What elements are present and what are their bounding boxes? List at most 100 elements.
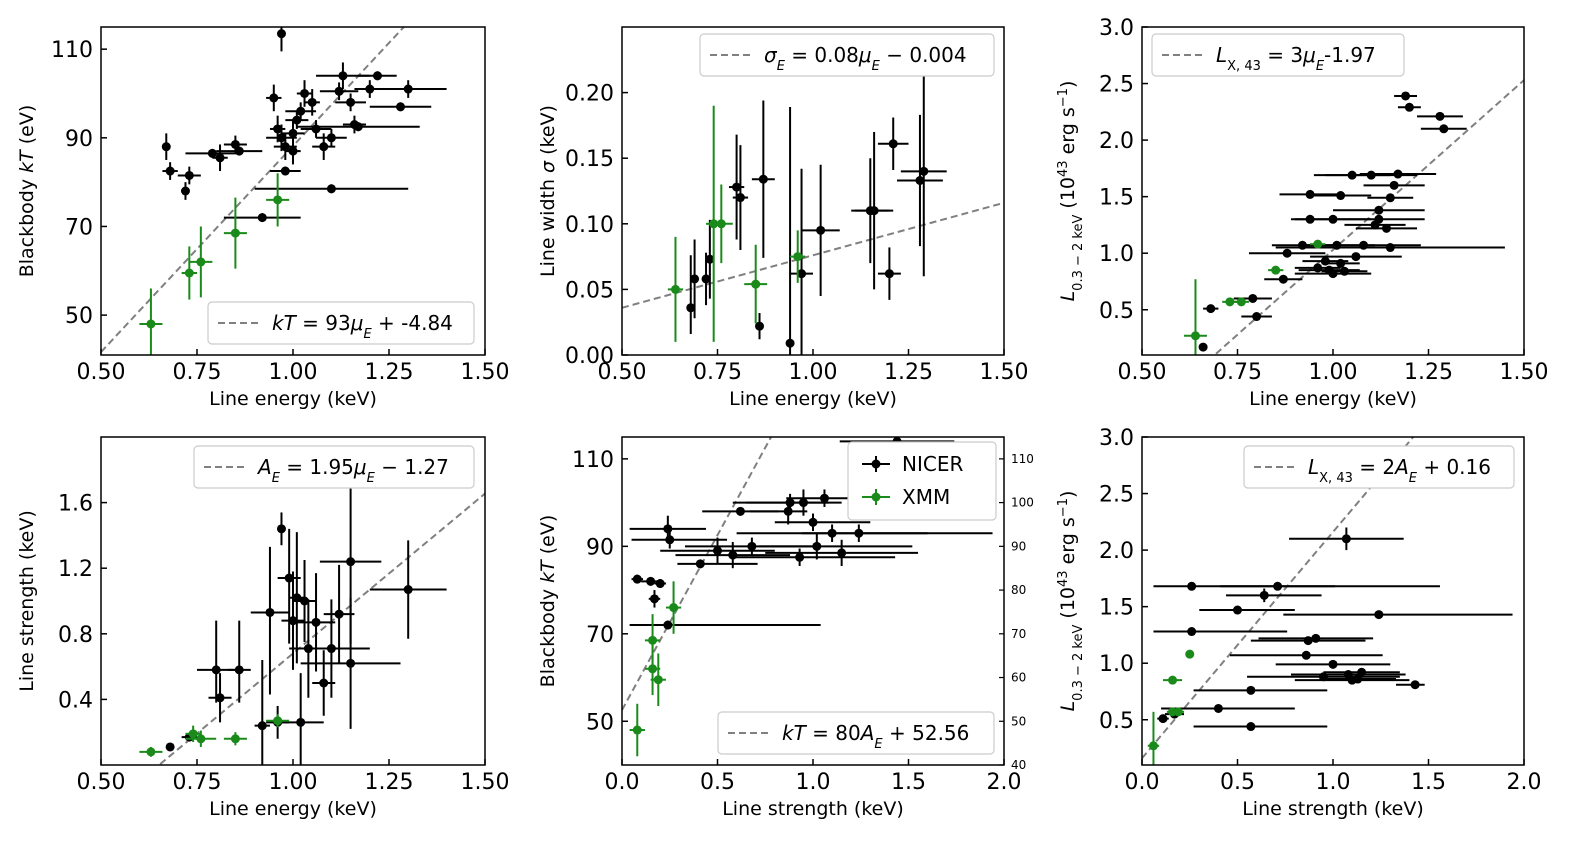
y-tick-label: 90 <box>65 127 93 152</box>
marker <box>1206 304 1216 314</box>
series-nicer <box>1153 527 1513 732</box>
y-tick-label: 0.15 <box>565 147 614 172</box>
y-axis-label: Blackbody kT (eV) <box>537 515 559 688</box>
y-tick-label: 2.5 <box>1099 483 1134 508</box>
marker <box>1305 189 1315 199</box>
x-tick-label: 0.5 <box>1220 770 1255 795</box>
marker <box>747 541 757 551</box>
data-point <box>1153 627 1288 637</box>
marker <box>1328 659 1338 669</box>
marker <box>632 574 642 584</box>
marker <box>1168 675 1178 685</box>
data-point <box>667 236 684 342</box>
marker <box>334 86 344 96</box>
x-tick-label: 1.25 <box>365 770 414 795</box>
data-point <box>629 703 645 757</box>
marker <box>783 506 793 516</box>
marker <box>146 747 156 757</box>
data-point <box>1283 610 1513 620</box>
data-point <box>1193 722 1328 732</box>
panel-p5: 0.0 0.5 1.0 1.5 2.0 50 70 90 110 40 50 60 70 80 90 100 1… <box>537 436 1034 820</box>
data-point <box>227 620 251 703</box>
data-point <box>1264 274 1303 284</box>
fit-legend-label: AE = 1.95μE − 1.27 <box>256 455 449 486</box>
marker <box>215 693 225 703</box>
legend-label-nicer: NICER <box>902 452 963 476</box>
data-point <box>323 564 355 664</box>
data-point <box>1184 279 1207 355</box>
data-point <box>1161 703 1295 713</box>
x-tick-label: 0.50 <box>77 360 126 385</box>
marker <box>1336 258 1346 268</box>
marker <box>196 257 206 267</box>
marker <box>665 535 675 545</box>
data-point <box>161 133 171 160</box>
marker <box>663 524 673 534</box>
data-point <box>197 620 236 703</box>
marker <box>1233 605 1242 615</box>
y-tick-label: 0.20 <box>565 82 614 107</box>
fit-line <box>157 492 485 765</box>
marker <box>1341 534 1351 544</box>
series-xmm <box>1184 239 1326 355</box>
data-point <box>223 213 301 223</box>
marker <box>319 678 329 688</box>
panel-p2: 0.50 0.75 1.00 1.25 1.50 0.00 0.05 0.10 0.15 0.20… <box>537 26 1028 410</box>
marker <box>1357 667 1367 677</box>
marker <box>735 506 745 516</box>
marker <box>751 279 761 289</box>
data-point <box>1310 252 1402 262</box>
x-tick-label: 1.50 <box>1500 360 1549 385</box>
legend-marker-icon <box>871 459 881 469</box>
marker <box>1301 650 1311 660</box>
marker <box>795 552 805 562</box>
marker <box>269 93 279 103</box>
x-tick-label: 1.0 <box>796 770 831 795</box>
marker <box>276 29 286 39</box>
data-point <box>293 599 370 698</box>
data-point <box>1172 707 1185 717</box>
data-point <box>304 89 320 116</box>
marker <box>326 133 336 143</box>
marker <box>257 721 267 731</box>
panel-p3: 0.50 0.75 1.00 1.25 1.50 0.5 1.0 1.5 2.0 2.5 3.0 Li… <box>1056 16 1549 410</box>
series-nicer <box>629 437 993 630</box>
right-y-tick-label: 50 <box>1011 714 1026 728</box>
data-point <box>1275 243 1505 253</box>
marker <box>1259 590 1269 600</box>
y-tick-label: 0.8 <box>58 623 93 648</box>
data-point <box>751 100 775 258</box>
marker <box>296 106 306 116</box>
marker <box>1190 331 1200 341</box>
marker <box>1246 722 1256 732</box>
data-point <box>1310 239 1326 249</box>
data-point <box>1319 674 1397 684</box>
marker <box>869 206 879 216</box>
data-point <box>1241 312 1272 322</box>
x-tick-label: 1.0 <box>1316 770 1351 795</box>
marker <box>1410 680 1420 690</box>
marker <box>1311 633 1321 643</box>
fit-legend-label: kT = 93μE + -4.84 <box>272 311 453 342</box>
data-point <box>654 579 666 589</box>
y-tick-label: 110 <box>572 448 614 473</box>
marker <box>695 559 705 569</box>
marker <box>265 607 275 617</box>
marker <box>257 213 267 223</box>
data-point <box>139 288 163 355</box>
y-tick-label: 0.5 <box>1099 299 1134 324</box>
data-point <box>177 166 201 185</box>
marker <box>276 133 286 143</box>
data-point <box>790 230 806 283</box>
marker <box>812 541 822 551</box>
marker <box>165 742 175 752</box>
marker <box>300 596 310 606</box>
marker <box>273 195 283 205</box>
x-tick-label: 1.25 <box>1404 360 1453 385</box>
x-tick-label: 1.50 <box>461 770 510 795</box>
y-tick-label: 0.00 <box>565 344 614 369</box>
series-nicer <box>161 27 447 223</box>
marker <box>276 524 286 534</box>
y-tick-label: 0.05 <box>565 278 614 303</box>
